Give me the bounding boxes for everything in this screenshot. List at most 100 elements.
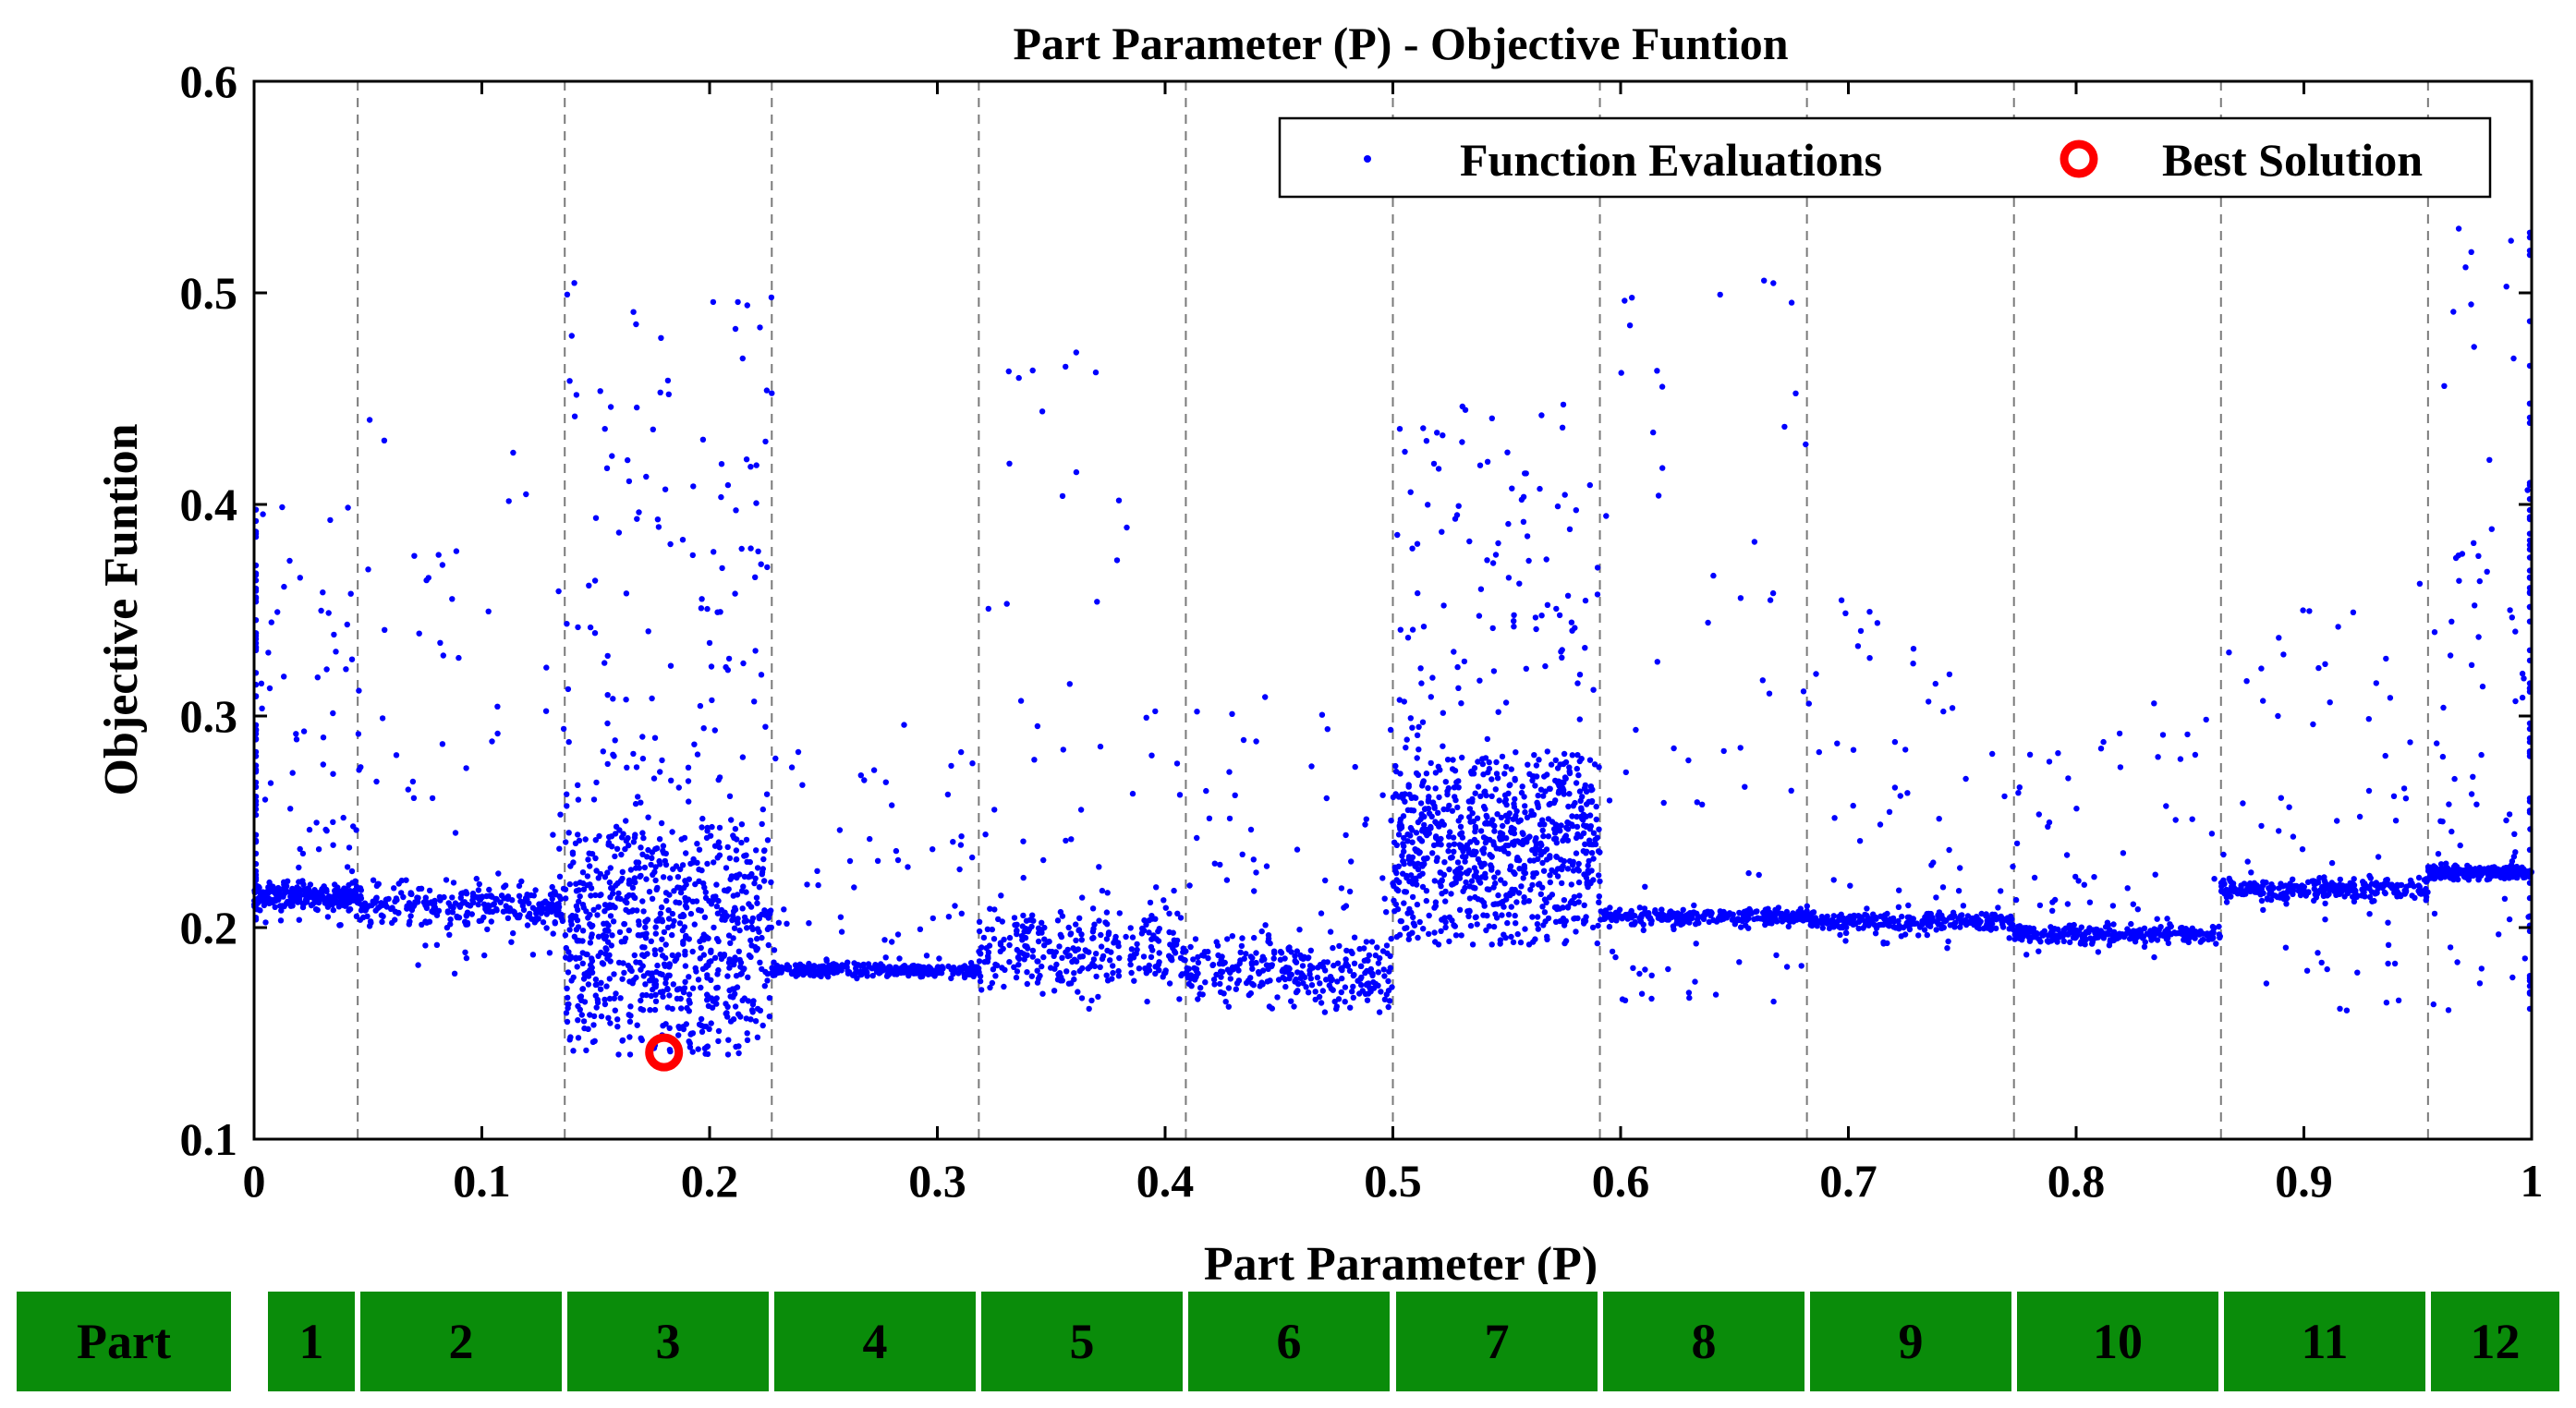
- evaluation-point: [1428, 759, 1434, 767]
- evaluation-point: [495, 870, 502, 877]
- evaluation-point: [1170, 941, 1177, 948]
- evaluation-point: [658, 946, 664, 953]
- evaluation-point: [703, 834, 711, 842]
- evaluation-point: [1469, 795, 1476, 803]
- evaluation-point: [281, 674, 287, 680]
- evaluation-point: [379, 918, 385, 926]
- evaluation-point: [1705, 619, 1711, 626]
- evaluation-point: [1511, 612, 1517, 618]
- evaluation-point: [1176, 996, 1183, 1002]
- evaluation-point: [2387, 695, 2394, 701]
- evaluation-point: [2128, 920, 2134, 928]
- evaluation-point: [662, 486, 669, 492]
- evaluation-point: [2084, 928, 2091, 935]
- evaluation-point: [2400, 785, 2408, 792]
- evaluation-point: [572, 840, 579, 846]
- evaluation-point: [522, 896, 529, 903]
- evaluation-point: [1401, 860, 1407, 868]
- evaluation-point: [752, 574, 759, 580]
- evaluation-point: [1590, 877, 1597, 883]
- evaluation-point: [681, 834, 688, 842]
- evaluation-point: [642, 924, 649, 930]
- evaluation-point: [1014, 946, 1021, 953]
- evaluation-point: [425, 900, 431, 906]
- evaluation-point: [1432, 939, 1439, 945]
- evaluation-point: [618, 851, 625, 858]
- evaluation-point: [477, 896, 484, 903]
- evaluation-point: [1946, 846, 1952, 854]
- evaluation-point: [1651, 909, 1659, 916]
- evaluation-point: [1884, 910, 1890, 917]
- evaluation-point: [340, 814, 346, 821]
- evaluation-point: [1445, 848, 1452, 855]
- evaluation-point: [1472, 823, 1479, 830]
- evaluation-point: [1222, 999, 1229, 1005]
- evaluation-point: [590, 1022, 597, 1028]
- evaluation-point: [1933, 894, 1939, 901]
- evaluation-point: [739, 754, 747, 760]
- evaluation-point: [669, 910, 676, 917]
- evaluation-point: [349, 880, 356, 886]
- evaluation-point: [1601, 910, 1609, 916]
- evaluation-point: [2334, 818, 2340, 824]
- evaluation-point: [729, 912, 736, 919]
- evaluation-point: [893, 847, 900, 855]
- evaluation-point: [314, 674, 321, 681]
- evaluation-point: [1925, 922, 1931, 929]
- evaluation-point: [2365, 716, 2372, 722]
- evaluation-point: [1547, 879, 1554, 886]
- evaluation-point: [525, 913, 531, 920]
- evaluation-point: [2282, 944, 2290, 951]
- evaluation-point: [1397, 917, 1404, 925]
- evaluation-point: [485, 608, 492, 614]
- evaluation-point: [1873, 925, 1880, 931]
- evaluation-point: [1251, 934, 1258, 941]
- evaluation-point: [1307, 947, 1315, 954]
- evaluation-point: [668, 777, 674, 783]
- evaluation-point: [674, 986, 681, 992]
- evaluation-point: [1162, 969, 1169, 977]
- evaluation-point: [1054, 977, 1062, 983]
- evaluation-point: [586, 850, 592, 856]
- evaluation-point: [1501, 771, 1508, 777]
- evaluation-point: [1467, 922, 1475, 929]
- evaluation-point: [698, 944, 704, 952]
- evaluation-point: [1508, 766, 1515, 772]
- evaluation-point: [753, 462, 759, 468]
- evaluation-point: [714, 855, 721, 861]
- evaluation-point: [691, 741, 698, 747]
- evaluation-point: [619, 868, 626, 875]
- evaluation-point: [2412, 894, 2418, 901]
- evaluation-point: [896, 968, 903, 975]
- evaluation-point: [1377, 954, 1383, 962]
- evaluation-point: [1206, 815, 1213, 821]
- evaluation-point: [2110, 921, 2117, 928]
- evaluation-point: [500, 908, 507, 915]
- evaluation-point: [1107, 957, 1113, 964]
- function-evaluations-points: [251, 225, 2535, 1058]
- evaluation-point: [1113, 557, 1121, 564]
- evaluation-point: [1251, 888, 1258, 894]
- evaluation-point: [1172, 948, 1178, 955]
- evaluation-point: [1056, 970, 1063, 977]
- evaluation-point: [1650, 429, 1657, 436]
- evaluation-point: [1048, 965, 1054, 971]
- evaluation-point: [1476, 677, 1483, 684]
- evaluation-point: [510, 929, 516, 937]
- evaluation-point: [764, 977, 771, 984]
- evaluation-point: [1095, 993, 1101, 1001]
- evaluation-point: [2074, 928, 2081, 934]
- evaluation-point: [1034, 967, 1040, 974]
- evaluation-point: [1211, 860, 1219, 867]
- evaluation-point: [1439, 528, 1445, 535]
- evaluation-point: [733, 507, 739, 514]
- evaluation-point: [1856, 838, 1864, 844]
- evaluation-point: [337, 899, 344, 905]
- evaluation-point: [1405, 783, 1412, 790]
- evaluation-point: [1258, 928, 1265, 935]
- evaluation-point: [724, 481, 732, 489]
- evaluation-point: [1872, 930, 1879, 937]
- evaluation-point: [1685, 757, 1692, 764]
- evaluation-point: [588, 885, 595, 892]
- evaluation-point: [330, 842, 336, 848]
